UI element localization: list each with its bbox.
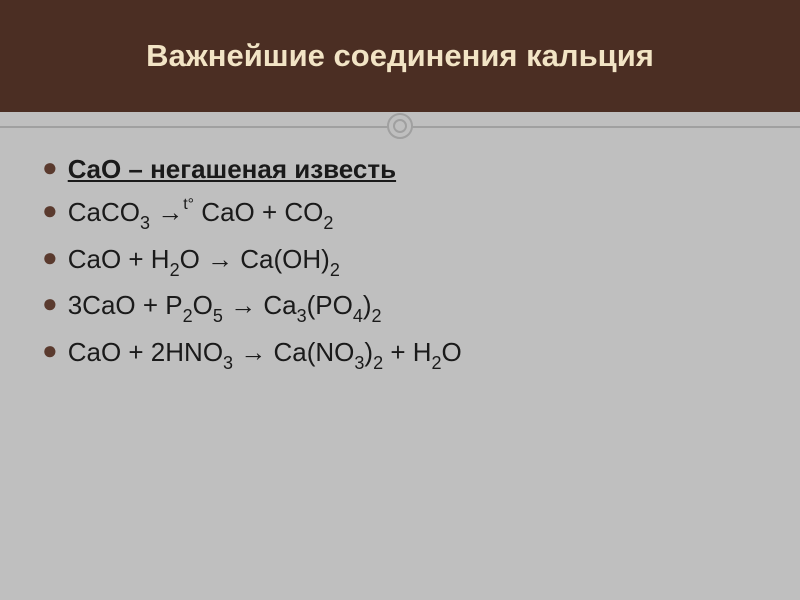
list-item: ● CaCO3 →t° CaO + CO2 [42,195,760,233]
item-heading: CaO – негашеная известь [68,152,396,187]
list-item: ● 3CaO + P2O5 → Ca3(PO4)2 [42,288,760,326]
divider-circle-icon [387,113,413,139]
item-formula: CaCO3 →t° CaO + CO2 [68,195,334,233]
bullet-icon: ● [42,152,58,183]
slide-content: ● CaO – негашеная известь ● CaCO3 →t° Ca… [42,152,760,381]
list-item: ● CaO – негашеная известь [42,152,760,187]
slide-title: Важнейшие соединения кальция [146,38,654,74]
slide-container: Важнейшие соединения кальция ● CaO – нег… [0,0,800,600]
item-formula: CaO + H2O → Ca(OH)2 [68,242,340,280]
bullet-icon: ● [42,195,58,226]
bullet-icon: ● [42,242,58,273]
header-divider [0,112,800,140]
slide-header: Важнейшие соединения кальция [0,0,800,112]
list-item: ● CaO + H2O → Ca(OH)2 [42,242,760,280]
bullet-icon: ● [42,335,58,366]
item-formula: 3CaO + P2O5 → Ca3(PO4)2 [68,288,382,326]
list-item: ● CaO + 2HNO3 → Ca(NO3)2 + H2O [42,335,760,373]
bullet-icon: ● [42,288,58,319]
item-formula: CaO + 2HNO3 → Ca(NO3)2 + H2O [68,335,462,373]
